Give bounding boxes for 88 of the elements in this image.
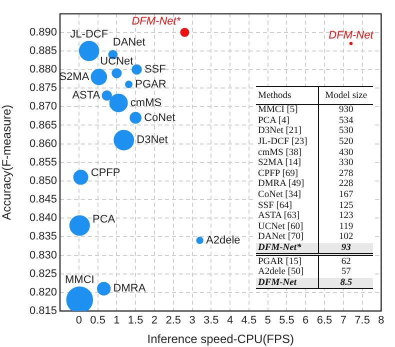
- annotation: JL-DCF [23]: [257, 136, 308, 148]
- annotation: DFM-Net: [256, 278, 319, 289]
- data-label: JL-DCF: [70, 28, 108, 40]
- y-tick-label: 0.820: [29, 286, 57, 298]
- y-tick-label: 0.870: [29, 100, 57, 113]
- data-label: S2MA: [59, 70, 90, 83]
- annotation: cmMS [38]: [257, 147, 303, 158]
- annotation: DMRA [49]: [257, 179, 306, 190]
- y-tick-label: 0.835: [29, 230, 57, 243]
- annotation: 228: [318, 179, 373, 190]
- annotation: MMCI [5]: [257, 104, 299, 116]
- data-label: UCNet: [100, 56, 134, 68]
- annotation: 167: [318, 190, 373, 200]
- data-label: SSF: [144, 64, 166, 76]
- y-tick-label: 0.885: [29, 44, 57, 57]
- x-tick-label: 0: [76, 314, 82, 327]
- y-axis-title: Accuracy(F-measure): [0, 104, 14, 220]
- data-label: A2dele: [206, 234, 240, 246]
- x-tick-label: 4: [226, 314, 234, 327]
- annotation: SSF [64]: [257, 200, 294, 211]
- x-axis-title: Inference speed-CPU(FPS): [147, 332, 294, 346]
- x-tick-label: 4.5: [241, 314, 257, 327]
- annotation: A2dele [50]: [257, 266, 305, 278]
- annotation: PGAR [15]: [256, 254, 319, 267]
- x-tick-label: 3: [189, 314, 196, 327]
- annotation: 93: [318, 242, 373, 255]
- data-label: PGAR: [135, 78, 166, 90]
- x-tick-label: 3.5: [204, 314, 219, 327]
- data-label: cmMS: [130, 96, 162, 109]
- annotation: 278: [318, 168, 373, 180]
- data-label: CoNet: [144, 112, 176, 124]
- x-tick-label: 1: [114, 314, 120, 327]
- annotation: 62: [318, 254, 373, 267]
- annotation: DANet [70]: [257, 232, 305, 243]
- y-tick-label: 0.860: [29, 138, 57, 150]
- annotation: Model size: [318, 86, 373, 104]
- y-tick-label: 0.855: [29, 156, 57, 168]
- annotation: 930: [318, 104, 373, 116]
- annotation: DFM-Net*: [256, 242, 319, 255]
- x-tick-label: 5.5: [279, 314, 294, 327]
- annotation: 330: [318, 158, 373, 169]
- x-tick-label: 8: [378, 314, 384, 327]
- annotation: 57: [318, 266, 373, 278]
- annotation: CoNet [34]: [257, 190, 302, 200]
- annotation: ASTA [63]: [257, 210, 301, 222]
- y-tick-label: 0.865: [29, 119, 57, 132]
- data-label: CPFP: [90, 167, 120, 180]
- annotation: 430: [318, 147, 373, 158]
- y-tick-label: 0.890: [29, 26, 57, 38]
- annotation: UCNet [60]: [257, 222, 304, 232]
- annotation: PCA [4]: [257, 116, 290, 126]
- y-tick-label: 0.815: [29, 305, 57, 318]
- annotation: CPFP [69]: [257, 168, 300, 179]
- annotation: 125: [318, 200, 373, 211]
- annotation: 123: [318, 210, 373, 222]
- data-label: D3Net: [136, 134, 168, 146]
- x-tick-label: 6: [302, 314, 309, 327]
- annotation: 102: [318, 232, 373, 243]
- annotation: Methods: [256, 86, 319, 104]
- annotation: 8.5: [318, 278, 373, 289]
- x-tick-label: 7.5: [354, 314, 370, 327]
- annotation: 530: [318, 126, 373, 137]
- y-tick-label: 0.875: [29, 82, 57, 94]
- data-label: DFM-Net*: [132, 15, 182, 28]
- annotation: 534: [318, 116, 373, 126]
- y-tick-label: 0.825: [29, 268, 57, 280]
- x-tick-label: 1.5: [128, 314, 144, 327]
- x-tick-label: 2: [151, 314, 158, 327]
- data-label: ASTA: [72, 90, 101, 102]
- data-label: DFM-Net: [328, 29, 374, 42]
- annotation: 119: [318, 222, 373, 232]
- annotation: S2MA [14]: [257, 158, 302, 169]
- data-label: DANet: [112, 36, 146, 48]
- y-tick-label: 0.840: [29, 212, 57, 224]
- y-tick-label: 0.850: [29, 175, 57, 188]
- y-tick-label: 0.880: [29, 64, 57, 76]
- x-tick-label: 7: [340, 314, 346, 327]
- x-tick-label: 0.5: [90, 314, 106, 327]
- x-tick-label: 5: [264, 314, 271, 327]
- annotation: 520: [318, 136, 373, 148]
- data-label: MMCI: [64, 274, 94, 286]
- annotation: D3Net [21]: [257, 126, 303, 137]
- y-tick-label: 0.830: [29, 249, 57, 262]
- data-label: PCA: [92, 214, 116, 226]
- y-tick-label: 0.845: [29, 194, 57, 206]
- x-tick-label: 6.5: [316, 314, 332, 327]
- data-label: DMRA: [113, 282, 146, 295]
- x-tick-label: 2.5: [166, 314, 182, 327]
